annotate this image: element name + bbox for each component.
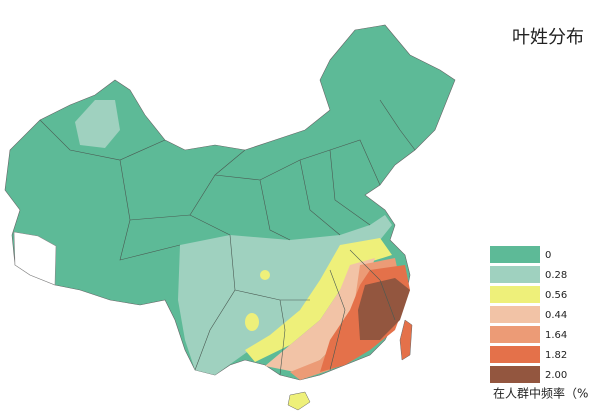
legend: 0 0.28 0.56 0.44 1.64 1.82 2.00	[490, 246, 567, 383]
legend-swatch	[490, 306, 540, 323]
zone-nw	[75, 100, 120, 148]
legend-label: 0	[545, 250, 551, 261]
zone-brown	[358, 278, 410, 340]
legend-label: 1.64	[545, 330, 567, 341]
zone-pink	[265, 258, 375, 372]
province-borders	[39, 99, 416, 376]
legend-label: 0.44	[545, 310, 567, 321]
legend-swatch	[490, 366, 540, 383]
legend-label: 0.28	[545, 270, 567, 281]
legend-swatch	[490, 266, 540, 283]
map-title: 叶姓分布	[512, 27, 584, 48]
legend-swatch	[490, 346, 540, 363]
legend-label: 1.82	[545, 350, 567, 361]
legend-swatch	[490, 326, 540, 343]
legend-label: 2.00	[545, 370, 567, 381]
hainan	[287, 391, 311, 411]
map	[4, 24, 456, 411]
zone-yellow-spot	[260, 270, 270, 280]
legend-swatch	[490, 286, 540, 303]
legend-label: 0.56	[545, 290, 567, 301]
taiwan	[399, 319, 413, 361]
legend-swatch	[490, 246, 540, 263]
zone-yellow-spot	[245, 313, 259, 331]
blank-region	[13, 231, 57, 286]
legend-caption: 在人群中频率（%	[493, 386, 588, 401]
